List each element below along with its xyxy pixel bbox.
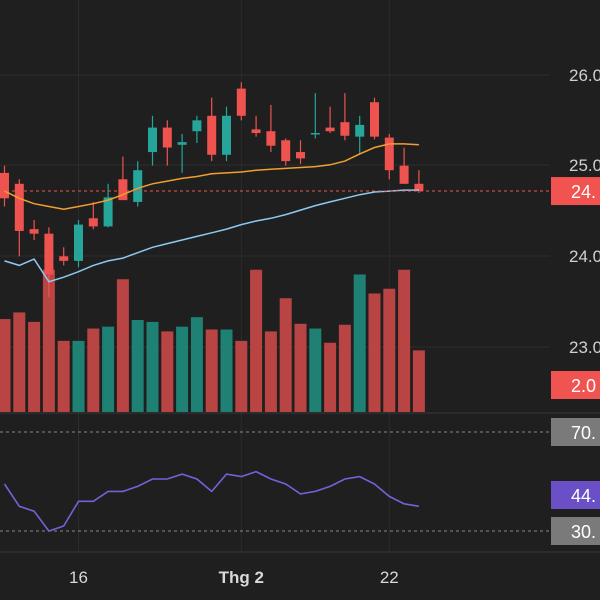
value-badges: 24. 2.0 70. 44. 30.	[551, 177, 600, 545]
volume-bar-28	[413, 350, 425, 412]
candle-body-10	[148, 128, 157, 152]
candle-body-23	[340, 122, 349, 136]
grid-lines	[0, 0, 600, 552]
volume-bar-22	[324, 343, 336, 412]
volume-bar-21	[309, 329, 321, 412]
time-tick-label: 22	[380, 568, 399, 587]
volume-bar-0	[0, 319, 11, 412]
candle-body-26	[385, 138, 394, 171]
volume-bar-14	[206, 329, 218, 412]
candle-body-17	[252, 129, 261, 133]
volume-bar-6	[87, 329, 99, 412]
candle-body-16	[237, 89, 246, 116]
ma-slow-line	[5, 190, 419, 282]
candle-body-8	[118, 179, 127, 200]
candlesticks	[0, 82, 423, 297]
candle-body-4	[59, 256, 68, 261]
volume-bar-5	[73, 341, 85, 412]
candle-body-18	[266, 131, 275, 146]
candle-body-21	[311, 133, 320, 135]
rsi-indicator	[5, 472, 419, 531]
price-tick-label: 25.0	[569, 156, 600, 175]
volume-bar-25	[369, 293, 381, 412]
volume-bar-17	[250, 270, 262, 412]
rsi-value-badge-text: 44.	[571, 486, 596, 506]
candle-body-0	[0, 173, 9, 198]
time-tick-label: Thg 2	[219, 568, 264, 587]
candle-body-19	[281, 140, 290, 161]
volume-bar-12	[176, 327, 188, 412]
volume-bar-18	[265, 331, 277, 412]
volume-bar-2	[28, 322, 40, 412]
volume-bar-23	[339, 325, 351, 412]
candle-body-12	[178, 142, 187, 145]
volume-bar-15	[221, 329, 233, 412]
volume-bar-13	[191, 317, 203, 412]
candle-body-9	[133, 170, 142, 202]
candle-body-6	[89, 218, 98, 226]
volume-bar-11	[161, 331, 173, 412]
stock-chart[interactable]: 26.0 25.0 24.0 23.0 16 Thg 2 22 24. 2.0 70. 44. 30…	[0, 0, 600, 600]
volume-badge-text: 2.0	[571, 376, 596, 396]
candle-body-27	[400, 166, 409, 184]
volume-bar-27	[398, 270, 410, 412]
volume-bar-26	[383, 289, 395, 412]
volume-bar-24	[354, 274, 366, 412]
chart-screen: 26.0 25.0 24.0 23.0 16 Thg 2 22 24. 2.0 70. 44. 30…	[0, 0, 600, 600]
volume-bar-1	[13, 312, 25, 412]
volume-bar-20	[295, 324, 307, 412]
candle-body-24	[355, 125, 364, 137]
candle-body-5	[74, 225, 83, 261]
rsi-70-badge-text: 70.	[571, 423, 596, 443]
candle-body-11	[163, 128, 172, 148]
candle-body-7	[104, 197, 113, 226]
candle-body-3	[44, 234, 53, 275]
price-tick-label: 23.0	[569, 338, 600, 357]
candle-body-22	[326, 128, 335, 132]
last-price-badge-text: 24.	[571, 182, 596, 202]
time-tick-label: 16	[69, 568, 88, 587]
volume-bars	[0, 270, 425, 412]
rsi-30-badge-text: 30.	[571, 522, 596, 542]
candle-body-14	[207, 116, 216, 155]
price-tick-label: 26.0	[569, 66, 600, 85]
volume-bar-4	[58, 341, 70, 412]
volume-bar-16	[235, 341, 247, 412]
candle-body-2	[30, 229, 39, 234]
volume-bar-7	[102, 327, 114, 412]
candle-body-20	[296, 152, 305, 158]
volume-bar-8	[117, 279, 129, 412]
price-tick-label: 24.0	[569, 247, 600, 266]
candle-body-13	[192, 120, 201, 131]
volume-bar-9	[132, 320, 144, 412]
candle-body-15	[222, 116, 231, 155]
volume-bar-10	[147, 322, 159, 412]
candle-body-25	[370, 102, 379, 136]
volume-bar-19	[280, 298, 292, 412]
rsi-line	[5, 472, 419, 531]
